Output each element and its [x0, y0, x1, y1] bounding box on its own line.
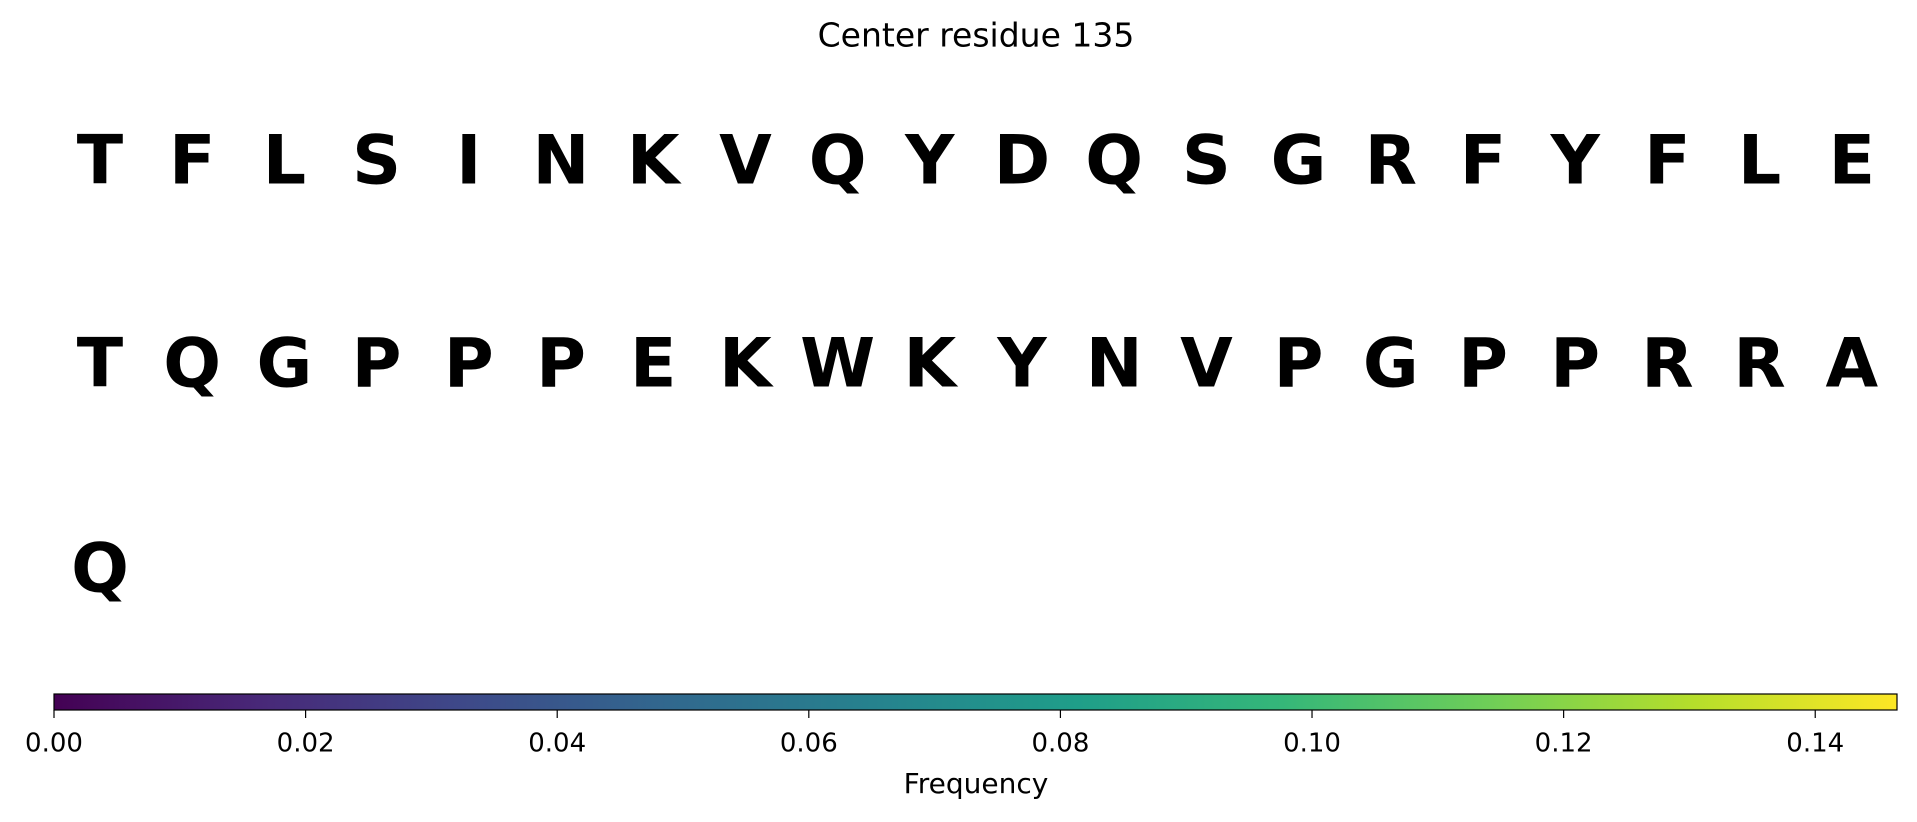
x-tick-label: 0.10 — [1283, 729, 1341, 759]
x-tick-label: 0.08 — [1031, 729, 1089, 759]
chart-title: Center residue 135 — [818, 16, 1135, 55]
residue-letter: Q — [71, 530, 129, 609]
x-tick-label: 0.00 — [25, 729, 83, 759]
residue-letter: R — [1733, 325, 1785, 404]
x-tick-label: 0.12 — [1535, 729, 1593, 759]
residue-letter: Q — [163, 325, 221, 404]
residue-letter: G — [1271, 122, 1327, 201]
x-tick-label: 0.04 — [528, 729, 586, 759]
residue-letter: Q — [809, 122, 867, 201]
residue-letter: F — [1460, 122, 1506, 201]
residue-letter: P — [1274, 325, 1324, 404]
residue-letter: K — [719, 325, 774, 404]
residue-letter: V — [719, 122, 772, 201]
x-tick-label: 0.06 — [780, 729, 838, 759]
residue-letter: P — [536, 325, 586, 404]
residue-letter: L — [1738, 122, 1781, 201]
residue-letter: G — [256, 325, 312, 404]
residue-letter: T — [77, 122, 124, 201]
residue-letter: V — [1180, 325, 1233, 404]
residue-letter: R — [1365, 122, 1417, 201]
residue-letter: G — [1363, 325, 1419, 404]
residue-letter: N — [1086, 325, 1143, 404]
residue-letter: E — [630, 325, 676, 404]
residue-letter: N — [533, 122, 590, 201]
residue-letter: P — [352, 325, 402, 404]
residue-letter: P — [1458, 325, 1508, 404]
residue-letter: Y — [996, 325, 1047, 404]
x-tick-label: 0.02 — [277, 729, 335, 759]
colorbar-label: Frequency — [904, 767, 1049, 800]
colorbar — [53, 693, 1898, 711]
residue-letter: Y — [1550, 122, 1601, 201]
residue-letter: W — [800, 325, 875, 404]
residue-letter: F — [169, 122, 215, 201]
residue-letter: T — [77, 325, 124, 404]
residue-letter: S — [1182, 122, 1231, 201]
residue-letter: I — [456, 122, 481, 201]
residue-letter: S — [352, 122, 401, 201]
residue-letter: F — [1644, 122, 1690, 201]
residue-letter: K — [903, 325, 958, 404]
residue-letter: E — [1829, 122, 1875, 201]
x-tick-label: 0.14 — [1786, 729, 1844, 759]
residue-letter: D — [994, 122, 1050, 201]
residue-letter: R — [1641, 325, 1693, 404]
residue-letter: K — [627, 122, 682, 201]
residue-letter: A — [1825, 325, 1878, 404]
residue-letter: P — [444, 325, 494, 404]
residue-letter: P — [1550, 325, 1600, 404]
residue-letter: L — [263, 122, 306, 201]
residue-letter: Q — [1085, 122, 1143, 201]
residue-letter: Y — [904, 122, 955, 201]
